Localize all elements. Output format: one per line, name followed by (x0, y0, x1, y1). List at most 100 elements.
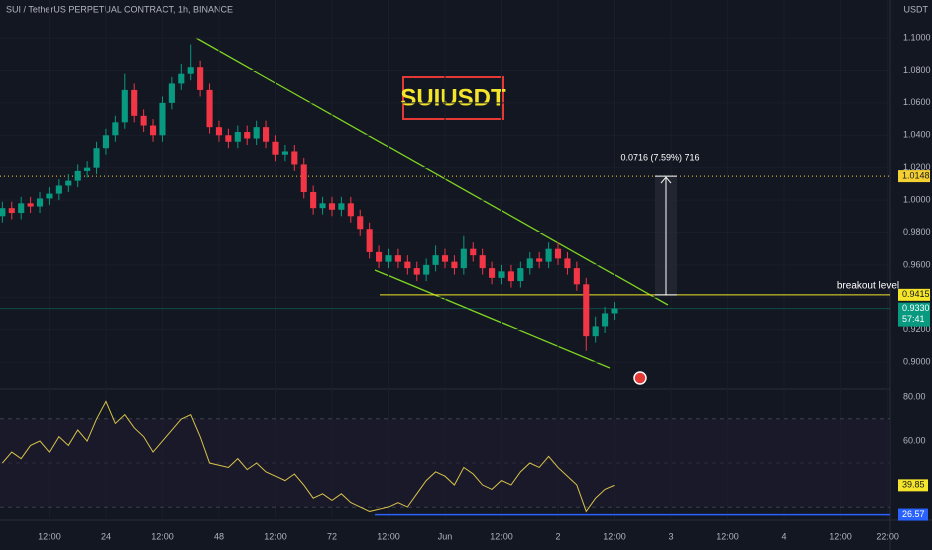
candle-body (300, 164, 307, 192)
y-tick-label: 1.1000 (903, 32, 931, 42)
candle-body (178, 73, 185, 84)
candle-body (394, 255, 401, 262)
x-tick-label: 12:00 (377, 531, 400, 541)
measure-arrowhead (660, 176, 672, 184)
candle-body (347, 203, 354, 217)
y-tick-label: 60.00 (903, 435, 926, 445)
x-tick-label: Jun (438, 531, 453, 541)
candle-body (102, 135, 110, 149)
x-tick-label: 12:00 (38, 531, 61, 541)
candle-body (366, 229, 373, 252)
y-tick-label: 1.0400 (903, 130, 931, 140)
price-badge (898, 302, 930, 327)
y-tick-label: 80.00 (903, 391, 926, 401)
y-tick-label: 1.0800 (903, 65, 931, 75)
candle-body (131, 89, 138, 116)
candle-body (112, 122, 119, 136)
price-badge (898, 288, 930, 301)
candle-body (479, 255, 486, 269)
candle-body (470, 248, 477, 256)
candle-body (0, 208, 6, 217)
currency: USDT (904, 4, 929, 14)
candle-body (8, 208, 15, 214)
candle-body (545, 248, 552, 262)
x-tick-label: 12:00 (264, 531, 287, 541)
candle-body (74, 170, 81, 181)
trend-line (374, 269, 611, 369)
candle-body (253, 127, 260, 139)
candle-body (498, 271, 505, 278)
candle-body (291, 151, 298, 165)
candle-body (84, 167, 91, 171)
candle-body (27, 203, 34, 207)
x-tick-label: 3 (669, 531, 674, 541)
candle-body (536, 258, 543, 262)
title-box (402, 76, 504, 120)
candle-body (262, 127, 270, 142)
candle-body (244, 132, 251, 139)
x-tick-label: 12:00 (603, 531, 626, 541)
y-tick-label: 0.9800 (903, 227, 931, 237)
rsi-badge-label: 26.57 (902, 509, 925, 519)
candle-body (526, 258, 533, 269)
candle-body (592, 326, 599, 337)
candle-body (357, 216, 364, 230)
symbol-title: SUI / TetherUS PERPETUAL CONTRACT, 1h, B… (6, 4, 233, 14)
candle-body (385, 255, 392, 262)
trend-line (195, 37, 669, 306)
candle-body (36, 198, 44, 207)
price-badge-label: 1.0148 (902, 170, 930, 180)
candle-body (46, 193, 53, 199)
countdown: 57:41 (902, 314, 925, 324)
x-tick-label: 12:00 (151, 531, 174, 541)
candle-body (272, 141, 279, 155)
x-tick-label: 72 (327, 531, 337, 541)
candle-body (573, 268, 580, 285)
event-icon (633, 371, 647, 385)
candle-body (215, 127, 223, 136)
price-badge-label: 0.9415 (902, 289, 930, 299)
candle-body (18, 203, 25, 214)
candle-body (319, 203, 326, 209)
candle-body (140, 115, 147, 126)
chart-title: SUIUSDT (400, 84, 506, 111)
y-tick-label: 0.9600 (903, 259, 931, 269)
candle-body (432, 255, 439, 265)
candle-body (413, 268, 420, 275)
y-tick-label: 1.0200 (903, 162, 931, 172)
candle-body (460, 248, 467, 269)
y-tick-label: 0.9000 (903, 356, 931, 366)
candle-body (602, 313, 609, 327)
candle-body (225, 135, 232, 142)
rsi-badge (898, 508, 928, 521)
candle-body (611, 308, 618, 314)
x-tick-label: 12:00 (829, 531, 852, 541)
candle-body (554, 248, 562, 259)
candle-body (564, 258, 571, 269)
candle-body (93, 148, 100, 168)
candle-body (338, 203, 345, 210)
rsi-band (0, 419, 890, 508)
price-badge (898, 170, 930, 183)
candle-body (517, 268, 524, 282)
candle-body (281, 151, 288, 155)
candle-body (149, 125, 157, 136)
x-tick-label: 2 (556, 531, 561, 541)
rsi-line (1, 400, 615, 513)
x-tick-label: 12:00 (490, 531, 513, 541)
y-tick-label: 0.9200 (903, 324, 931, 334)
candle-body (65, 180, 72, 186)
candle-body (187, 67, 194, 74)
x-tick-label: 48 (214, 531, 224, 541)
level-name: breakout level (837, 280, 899, 291)
x-tick-label: 22:00 (876, 531, 899, 541)
x-tick-label: 12:00 (716, 531, 739, 541)
candle-body (121, 89, 128, 123)
y-tick-label: 1.0600 (903, 97, 931, 107)
candle-body (328, 203, 336, 210)
price-badge-label: 0.9330 (902, 303, 930, 313)
measure-label: 0.0716 (7.59%) 716 (620, 152, 699, 162)
candle-body (234, 132, 241, 142)
candle-body (159, 102, 166, 136)
